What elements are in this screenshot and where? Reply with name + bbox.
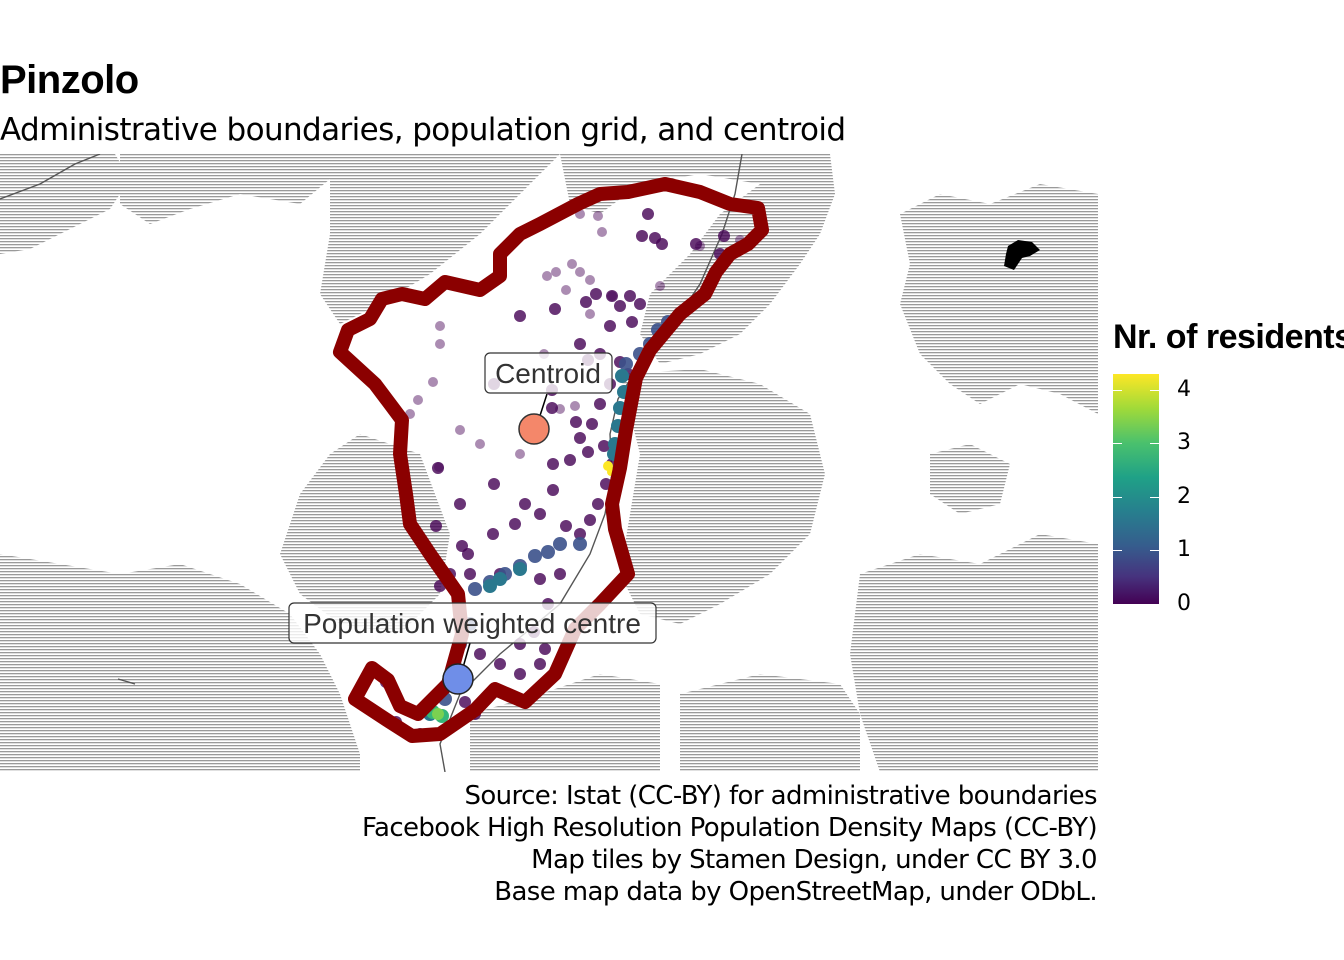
centroid-label: Centroid xyxy=(495,358,601,389)
legend-tick-label: 0 xyxy=(1177,591,1191,616)
population-centre-label: Population weighted centre xyxy=(303,608,641,639)
administrative-boundary xyxy=(333,177,769,743)
caption-line: Source: Istat (CC-BY) for administrative… xyxy=(464,781,1097,811)
caption-line: Map tiles by Stamen Design, under CC BY … xyxy=(531,845,1097,875)
legend-tick-label: 1 xyxy=(1177,537,1191,562)
caption-line: Facebook High Resolution Population Dens… xyxy=(362,813,1098,843)
caption-line: Base map data by OpenStreetMap, under OD… xyxy=(494,877,1097,907)
population-centre-point xyxy=(442,663,474,695)
page-subtitle: Administrative boundaries, population gr… xyxy=(0,112,846,148)
centroid-label-box: Centroid xyxy=(484,352,613,394)
source-caption: Source: Istat (CC-BY) for administrative… xyxy=(362,780,1098,908)
lake-shape xyxy=(1004,240,1040,270)
page-title: Pinzolo xyxy=(0,58,139,102)
legend-title: Nr. of residents xyxy=(1113,318,1344,356)
centroid-point xyxy=(518,413,550,445)
legend-tick-label: 2 xyxy=(1177,484,1191,509)
population-centre-label-box: Population weighted centre xyxy=(288,602,657,644)
legend-colorbar xyxy=(1113,374,1159,604)
terrain-layer xyxy=(0,154,1098,772)
legend-tick-label: 3 xyxy=(1177,430,1191,455)
map-panel: Centroid Population weighted centre xyxy=(0,154,1098,772)
legend-tick-label: 4 xyxy=(1177,377,1191,402)
